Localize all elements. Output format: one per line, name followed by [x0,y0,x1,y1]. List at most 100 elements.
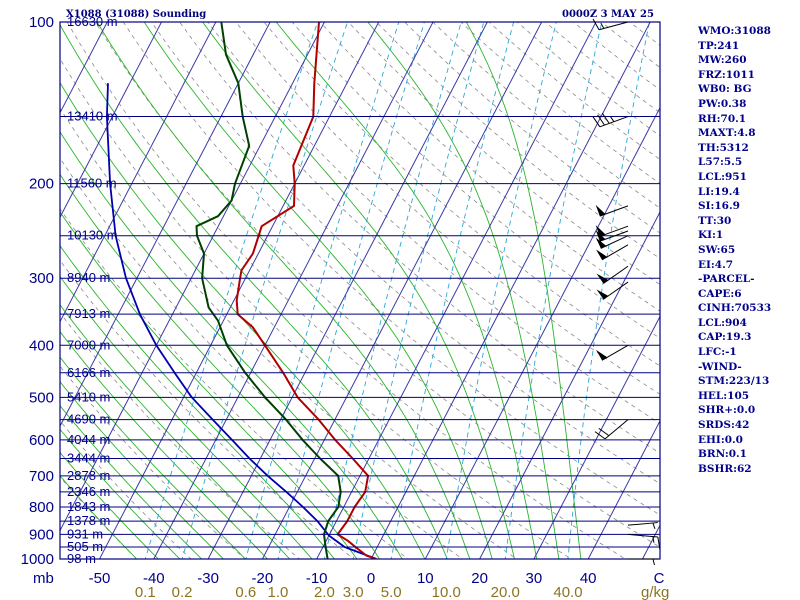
mixing-ratio-line [181,22,348,559]
index-item: BSHR:62 [698,462,752,475]
mixing-ratio-labels: 0.1 0.2 0.6 1.0 2.0 3.0 5.0 10.0 20.0 40.0 g/kg [135,584,670,600]
isotherm [424,106,660,559]
moist-adiabat [60,244,335,559]
index-item: SI:16.9 [698,200,740,213]
wind-barb [596,344,629,361]
index-item: RH:70.1 [698,112,747,125]
temperature-tick-label: -30 [197,570,219,587]
pressure-axis: 1000 900 800 700 600 500 400 300 200 100 mb [21,14,54,587]
height-label: 2878 m [67,468,110,483]
pressure-tick-label: 900 [29,526,54,543]
index-item: TH:5312 [698,141,749,154]
index-item: SRDS:42 [698,419,750,432]
wind-barb [595,235,629,249]
index-item: EHI:0.0 [698,433,743,446]
moist-adiabat [60,475,138,559]
temperature-axis-unit: C [654,570,665,587]
moist-adiabat [60,23,448,559]
mixing-ratio-label: 0.6 [235,584,256,600]
isotherm [153,22,434,559]
index-item: MAXT:4.8 [698,127,756,140]
height-label: 4690 m [67,412,110,427]
index-item: TP:241 [698,39,740,52]
index-item: SW:65 [698,243,736,256]
isotherm [587,419,660,559]
mixing-ratio-line [504,22,603,559]
wind-barb [592,18,629,31]
height-label: 1378 m [67,513,110,528]
dry-adiabat [122,22,660,516]
index-item: -WIND- [698,360,742,373]
index-item: WB0: BG [698,83,752,96]
moist-adiabat [60,81,426,559]
wind-barb [595,204,629,217]
station-title: X1088 (31088) Sounding [66,9,207,20]
wind-barb [595,225,629,237]
temperature-trace [235,22,377,559]
wind-barb [596,244,629,261]
moist-adiabat [60,451,159,559]
moist-adiabat [60,405,203,559]
mixing-ratio-unit: g/kg [641,584,669,600]
dry-adiabat [179,22,660,454]
index-item: BRN:0.1 [698,448,747,461]
isotherm [60,22,163,219]
height-label: 6166 m [67,365,110,380]
height-label: 505 m [67,539,103,554]
mixing-ratio-label: 0.1 [135,584,156,600]
dry-adiabat [60,57,572,559]
temperature-tick-label: 40 [580,570,597,587]
mixing-ratio-lines [144,22,650,559]
index-item: LI:19.4 [698,185,740,198]
mixing-ratio-line [245,22,400,559]
height-labels: 16630 m 13410 m 11560 m 10130 m 8940 m 7913 m… [67,14,118,566]
isotherm [370,22,651,559]
index-item: L57:5.5 [698,156,743,169]
index-item: SHR+:0.0 [698,404,756,417]
isotherms [60,22,660,559]
pressure-tick-label: 1000 [21,551,54,568]
mixing-ratio-label: 2.0 [314,584,335,600]
dry-adiabat [60,157,464,559]
pressure-tick-label: 100 [29,14,54,31]
index-item: -PARCEL- [698,273,755,286]
mixing-ratio-line [567,22,650,559]
wind-barb [596,281,629,300]
pressure-tick-label: 600 [29,432,54,449]
height-label: 16630 m [67,14,118,29]
height-label: 931 m [67,526,103,541]
isotherm [60,22,108,114]
moist-adiabat [367,22,560,559]
moist-adiabat [275,22,538,559]
isotherm [261,22,543,559]
isobars [60,21,660,560]
index-item: STM:223/13 [698,375,770,388]
wind-barbs [592,18,661,566]
index-item: EI:4.7 [698,258,734,271]
mixing-ratio-line [390,22,515,559]
moist-adiabat [60,381,225,559]
dry-adiabat [60,107,518,559]
index-item: PW:0.38 [698,97,747,110]
isotherm [98,22,380,559]
height-label: 98 m [67,551,96,566]
temperature-tick-label: 0 [367,570,375,587]
mixing-ratio-label: 20.0 [491,584,520,600]
temperature-tick-label: 30 [526,570,543,587]
isotherm [60,22,326,532]
pressure-tick-label: 300 [29,270,54,287]
isotherm [316,22,597,559]
dry-adiabat [60,312,301,559]
index-item: TT:30 [698,214,732,227]
dry-adiabat [151,22,660,485]
sounding-time: 0000Z 3 MAY 25 [562,9,654,20]
pressure-tick-label: 500 [29,389,54,406]
wind-barb [592,112,629,128]
moist-adiabat [60,356,247,559]
pressure-tick-label: 200 [29,176,54,193]
index-item: LFC:-1 [698,346,737,359]
mixing-ratio-line [144,22,319,559]
mixing-ratio-label: 5.0 [381,584,402,600]
